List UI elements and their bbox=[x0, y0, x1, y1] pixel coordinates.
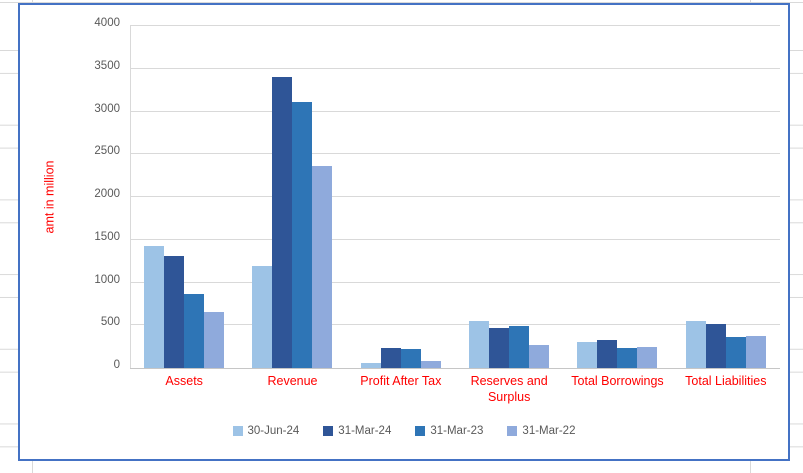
gridline bbox=[130, 67, 780, 69]
y-tick-label: 4000 bbox=[94, 17, 120, 29]
legend-label: 31-Mar-22 bbox=[522, 425, 576, 437]
y-tick-label: 500 bbox=[100, 316, 120, 329]
bar-30-Jun-24[interactable] bbox=[144, 246, 165, 368]
y-tick-label: 1000 bbox=[94, 273, 120, 286]
gridline bbox=[130, 238, 780, 240]
y-tick-label: 2000 bbox=[94, 188, 120, 200]
bar-31-Mar-24[interactable] bbox=[705, 324, 726, 368]
bar-31-Mar-22[interactable] bbox=[637, 346, 658, 368]
gridline bbox=[130, 153, 780, 155]
legend-label: 30-Jun-24 bbox=[247, 425, 300, 437]
bar-group bbox=[130, 26, 238, 368]
category-label: Total Borrowings bbox=[571, 374, 664, 388]
bar-30-Jun-24[interactable] bbox=[469, 321, 490, 368]
category-label: Assets bbox=[165, 374, 203, 388]
y-tick-label: 0 bbox=[113, 359, 120, 371]
bar-30-Jun-24[interactable] bbox=[252, 266, 273, 368]
bar-31-Mar-23[interactable] bbox=[617, 348, 638, 368]
bar-group bbox=[455, 26, 563, 368]
gridline bbox=[130, 110, 780, 112]
legend-label: 31-Mar-23 bbox=[430, 425, 484, 437]
y-tick-label: 2500 bbox=[94, 145, 120, 158]
legend-swatch-icon bbox=[232, 426, 243, 436]
bar-group bbox=[563, 26, 671, 368]
gridline bbox=[130, 196, 780, 197]
y-axis-line bbox=[130, 26, 131, 368]
legend-item[interactable]: 31-Mar-22 bbox=[507, 425, 575, 437]
bar-31-Mar-23[interactable] bbox=[400, 349, 421, 368]
bar-group bbox=[347, 26, 455, 368]
bar-31-Mar-23[interactable] bbox=[292, 102, 313, 368]
x-axis-line bbox=[130, 368, 780, 369]
category-label: Reserves and Surplus bbox=[470, 374, 548, 404]
plot-area bbox=[130, 25, 780, 369]
y-axis-tick-labels: 4000 3500 3000 2500 2000 1500 1000 500 0 bbox=[20, 17, 120, 371]
legend-item[interactable]: 31-Mar-23 bbox=[415, 425, 483, 437]
legend-label: 31-Mar-24 bbox=[338, 425, 392, 437]
y-tick-label: 3500 bbox=[94, 59, 120, 72]
bar-group bbox=[238, 26, 346, 368]
bar-31-Mar-23[interactable] bbox=[725, 337, 746, 368]
x-axis-category-labels: Assets Revenue Profit After Tax Reserves an… bbox=[130, 374, 780, 405]
bar-31-Mar-24[interactable] bbox=[272, 77, 293, 368]
bar-31-Mar-24[interactable] bbox=[164, 256, 185, 368]
bar-groups bbox=[130, 26, 780, 368]
y-tick-label: 3000 bbox=[94, 102, 120, 115]
bar-31-Mar-22[interactable] bbox=[312, 166, 333, 368]
gridline bbox=[130, 324, 780, 326]
bar-30-Jun-24[interactable] bbox=[685, 320, 706, 368]
bar-31-Mar-24[interactable] bbox=[380, 348, 401, 368]
legend-swatch-icon bbox=[415, 426, 426, 436]
chart-object[interactable]: amt in million 4000 3500 3000 2500 2000 1500 1… bbox=[18, 3, 790, 461]
category-label: Profit After Tax bbox=[360, 374, 442, 388]
bar-31-Mar-22[interactable] bbox=[529, 345, 550, 368]
legend-swatch-icon bbox=[323, 426, 334, 436]
gridline bbox=[130, 281, 780, 283]
gridline bbox=[130, 25, 780, 26]
bar-31-Mar-24[interactable] bbox=[489, 327, 510, 368]
bar-31-Mar-23[interactable] bbox=[509, 325, 530, 368]
legend-item[interactable]: 30-Jun-24 bbox=[232, 425, 300, 437]
bar-31-Mar-24[interactable] bbox=[597, 339, 618, 368]
category-label: Revenue bbox=[267, 374, 318, 388]
legend-swatch-icon bbox=[507, 426, 518, 436]
bar-30-Jun-24[interactable] bbox=[360, 362, 381, 368]
legend-item[interactable]: 31-Mar-24 bbox=[323, 425, 391, 437]
legend: 30-Jun-24 31-Mar-24 31-Mar-23 31-Mar-22 bbox=[20, 425, 788, 437]
bar-group bbox=[672, 26, 780, 368]
bar-31-Mar-22[interactable] bbox=[204, 312, 225, 368]
bar-31-Mar-22[interactable] bbox=[745, 335, 766, 368]
y-tick-label: 1500 bbox=[94, 230, 120, 243]
category-label: Total Liabilities bbox=[685, 374, 767, 388]
bar-31-Mar-22[interactable] bbox=[420, 361, 441, 368]
bar-31-Mar-23[interactable] bbox=[184, 294, 205, 368]
bar-30-Jun-24[interactable] bbox=[577, 341, 598, 368]
